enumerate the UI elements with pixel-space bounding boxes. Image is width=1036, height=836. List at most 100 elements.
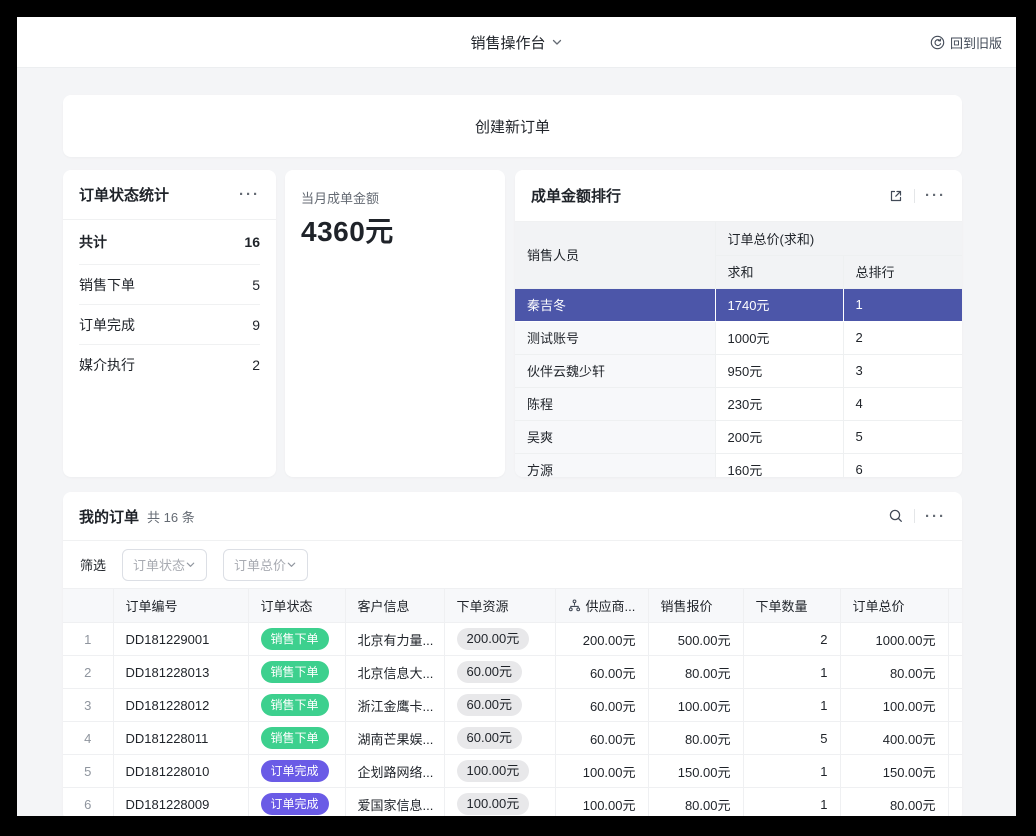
order-row[interactable]: 3 DD181228012 销售下单 浙江金鹰卡... 60.00元 60.00… xyxy=(63,688,962,722)
ranking-row[interactable]: 伙伴云魏少轩 950元 3 xyxy=(515,354,962,388)
filter-select[interactable]: 订单总价 xyxy=(223,548,309,581)
col-status[interactable]: 订单状态 xyxy=(248,588,346,623)
extra-cell xyxy=(948,721,962,755)
ranking-col-sum: 求和 xyxy=(715,255,844,289)
order-row[interactable]: 5 DD181228010 订单完成 企划路网络... 100.00元 100.… xyxy=(63,754,962,788)
relation-icon xyxy=(568,599,580,612)
order-qty: 1 xyxy=(743,754,841,788)
ranking-row[interactable]: 秦吉冬 1740元 1 xyxy=(515,288,962,322)
status-badge: 订单完成 xyxy=(260,760,329,782)
col-order-no[interactable]: 订单编号 xyxy=(113,588,249,623)
supplier-price: 100.00元 xyxy=(555,787,649,816)
extra-cell xyxy=(948,787,962,816)
ranking-table: 销售人员 订单总价(求和) 求和 总排行 秦吉冬 1740元 xyxy=(515,222,962,477)
sales-quote: 80.00元 xyxy=(648,787,744,816)
order-total: 80.00元 xyxy=(840,787,949,816)
status-row[interactable]: 订单完成 9 xyxy=(79,305,260,345)
resource-badge: 60.00元 xyxy=(456,727,523,749)
extra-cell xyxy=(948,754,962,788)
ranking-col-group: 订单总价(求和) xyxy=(715,222,962,256)
status-row-label: 媒介执行 xyxy=(79,357,135,373)
col-quote[interactable]: 销售报价 xyxy=(648,588,744,623)
col-customer[interactable]: 客户信息 xyxy=(345,588,445,623)
resource-badge: 100.00元 xyxy=(456,793,530,815)
ranking-sum: 200元 xyxy=(715,420,844,454)
supplier-price: 100.00元 xyxy=(555,754,649,788)
filter-select[interactable]: 订单状态 xyxy=(122,548,208,581)
order-number: DD181228011 xyxy=(113,721,249,755)
ranking-row[interactable]: 吴爽 200元 5 xyxy=(515,420,962,454)
col-total[interactable]: 订单总价 xyxy=(840,588,949,623)
order-qty: 1 xyxy=(743,655,841,689)
status-badge: 销售下单 xyxy=(260,727,329,749)
order-number: DD181228010 xyxy=(113,754,249,788)
dashboard-cards-row: 订单状态统计 ··· 共计 16 销售下单 5 xyxy=(63,170,962,477)
page-title-dropdown[interactable]: 销售操作台 xyxy=(470,32,562,53)
filter-placeholder: 订单总价 xyxy=(234,558,287,573)
more-icon[interactable]: ··· xyxy=(239,186,260,203)
supplier-price: 200.00元 xyxy=(555,622,649,656)
search-icon[interactable] xyxy=(888,508,904,524)
customer-info: 企划路网络... xyxy=(345,754,445,788)
status-row[interactable]: 销售下单 5 xyxy=(79,265,260,305)
ranking-row[interactable]: 陈程 230元 4 xyxy=(515,387,962,421)
supplier-price: 60.00元 xyxy=(555,721,649,755)
row-index: 3 xyxy=(63,688,114,722)
order-row[interactable]: 4 DD181228011 销售下单 湖南芒果娱... 60.00元 60.00… xyxy=(63,721,962,755)
ranking-col-rank: 总排行 xyxy=(843,255,962,289)
resource-badge: 100.00元 xyxy=(456,760,530,782)
order-total: 150.00元 xyxy=(840,754,949,788)
order-status-list: 共计 16 销售下单 5 订单完成 9 xyxy=(63,220,276,385)
open-in-new-icon[interactable] xyxy=(888,188,904,204)
back-to-old-version-button[interactable]: 回到旧版 xyxy=(930,17,1002,67)
status-badge: 销售下单 xyxy=(260,661,329,683)
ranking-person: 方源 xyxy=(515,453,716,477)
filter-placeholder: 订单状态 xyxy=(133,558,186,573)
extra-cell xyxy=(948,655,962,689)
supplier-price: 60.00元 xyxy=(555,655,649,689)
customer-info: 北京信息大... xyxy=(345,655,445,689)
ranking-rank: 6 xyxy=(843,453,962,477)
order-row[interactable]: 2 DD181228013 销售下单 北京信息大... 60.00元 60.00… xyxy=(63,655,962,689)
ranking-rank: 1 xyxy=(843,288,962,322)
app-window: 销售操作台 回到旧版 创建新订单 订单状态统计 xyxy=(17,17,1016,816)
status-row-value: 2 xyxy=(252,357,260,373)
more-icon[interactable]: ··· xyxy=(925,507,946,525)
row-index: 5 xyxy=(63,754,114,788)
create-order-button[interactable]: 创建新订单 xyxy=(63,95,962,157)
col-resource[interactable]: 下单资源 xyxy=(444,588,556,623)
monthly-amount-value: 4360元 xyxy=(301,216,394,247)
status-row-value: 5 xyxy=(252,276,260,293)
chevron-down-icon xyxy=(551,36,563,48)
col-supplier[interactable]: 供应商... xyxy=(555,588,649,623)
order-row[interactable]: 1 DD181229001 销售下单 北京有力量... 200.00元 200.… xyxy=(63,622,962,656)
ranking-card: 成单金额排行 ··· xyxy=(515,170,962,477)
topbar: 销售操作台 回到旧版 xyxy=(17,17,1016,68)
ranking-row[interactable]: 测试账号 1000元 2 xyxy=(515,321,962,355)
status-badge: 销售下单 xyxy=(260,628,329,650)
status-row[interactable]: 共计 16 xyxy=(79,220,260,265)
back-to-old-version-label: 回到旧版 xyxy=(949,35,1002,51)
ranking-row[interactable]: 方源 160元 6 xyxy=(515,453,962,477)
col-index xyxy=(63,588,114,623)
ranking-sum: 230元 xyxy=(715,387,844,421)
customer-info: 北京有力量... xyxy=(345,622,445,656)
page-title: 销售操作台 xyxy=(470,34,546,52)
order-number: DD181229001 xyxy=(113,622,249,656)
order-row[interactable]: 6 DD181228009 订单完成 爱国家信息... 100.00元 100.… xyxy=(63,787,962,816)
order-number: DD181228013 xyxy=(113,655,249,689)
col-qty[interactable]: 下单数量 xyxy=(743,588,841,623)
order-qty: 2 xyxy=(743,622,841,656)
customer-info: 爱国家信息... xyxy=(345,787,445,816)
ranking-sum: 1000元 xyxy=(715,321,844,355)
ranking-rank: 2 xyxy=(843,321,962,355)
return-circle-icon xyxy=(930,35,945,50)
customer-info: 湖南芒果娱... xyxy=(345,721,445,755)
extra-cell xyxy=(948,622,962,656)
more-icon[interactable]: ··· xyxy=(925,187,946,204)
ranking-sum: 950元 xyxy=(715,354,844,388)
ranking-sum: 1740元 xyxy=(715,288,844,322)
status-row[interactable]: 媒介执行 2 xyxy=(79,345,260,385)
order-total: 400.00元 xyxy=(840,721,949,755)
main-content: 创建新订单 订单状态统计 ··· 共计 16 xyxy=(63,95,962,816)
